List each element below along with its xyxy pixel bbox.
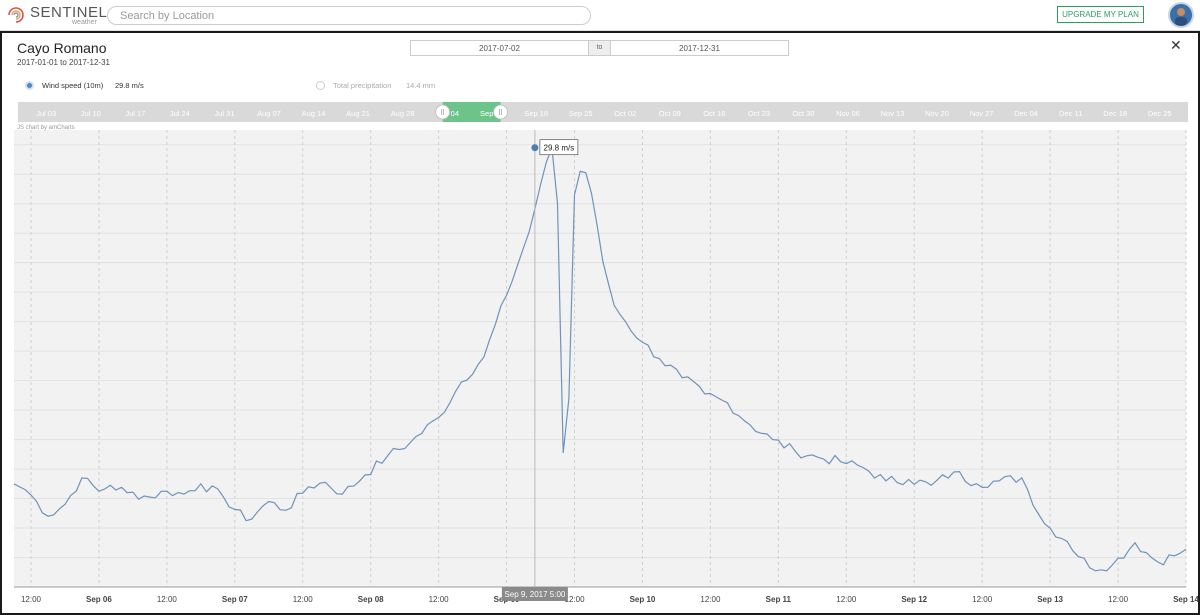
scrollbar-track[interactable] — [18, 102, 1188, 122]
search-input[interactable] — [107, 6, 591, 25]
cursor-date-text: Sep 9, 2017 5:00 — [504, 590, 565, 599]
scrollbar-label: Oct 16 — [703, 109, 725, 118]
logo-subtext: weather — [72, 19, 97, 26]
legend-wind-speed[interactable]: Wind speed (10m) 29.8 m/s — [25, 80, 155, 92]
scrollbar-label: Oct 30 — [792, 109, 814, 118]
scrollbar-label: Oct 02 — [614, 109, 636, 118]
x-tick-label: 12:00 — [700, 595, 721, 604]
cursor-date-box — [501, 587, 568, 601]
start-date-input[interactable] — [410, 40, 589, 56]
scrollbar-label: Aug 14 — [302, 109, 326, 118]
logo-text: SENTINEL — [30, 4, 108, 21]
legend-total-precipitation[interactable]: Total precipitation 14.4 mm — [316, 80, 456, 92]
plot-area: 12:00 Sep 06 12:00 Sep 07 12:00 Sep 08 12:00 Se… — [13, 130, 1199, 604]
plot-background — [14, 130, 1186, 587]
chart-credit: JS chart by amCharts — [17, 125, 75, 131]
scrollbar-left-handle[interactable] — [435, 104, 451, 120]
scrollbar-label: Dec 04 — [1014, 109, 1038, 118]
scrollbar-label: Jul 10 — [81, 109, 101, 118]
location-date-range: 2017-01-01 to 2017-12-31 — [17, 58, 110, 67]
location-title: Cayo Romano — [17, 40, 107, 56]
scrollbar-label: Dec 11 — [1059, 109, 1082, 118]
chart-scrollbar[interactable]: Jul 03 Jul 10 Jul 17 Jul 24 Jul 31 Aug 07 Aug … — [18, 102, 1188, 122]
x-tick-label: Sep 14 — [1173, 595, 1199, 604]
end-date-input[interactable] — [610, 40, 789, 56]
scrollbar-label: Sep 11 — [480, 109, 503, 118]
swirl-logo-icon — [8, 7, 24, 23]
x-tick-label: Sep 07 — [222, 595, 248, 604]
hover-point[interactable] — [531, 144, 539, 152]
scrollbar-label: Nov 27 — [970, 109, 994, 118]
legend-precip-label: Total precipitation — [333, 81, 392, 90]
x-tick-label: 12:00 — [293, 595, 314, 604]
x-tick-label: 12:00 — [1108, 595, 1129, 604]
tooltip-box — [539, 139, 579, 156]
legend-precip-value: 14.4 mm — [406, 81, 436, 90]
upgrade-plan-button[interactable]: UPGRADE MY PLAN — [1057, 6, 1144, 23]
scrollbar-label: Jul 17 — [125, 109, 145, 118]
tooltip-value: 29.8 m/s — [544, 144, 575, 153]
scrollbar-label: Sep 25 — [569, 109, 593, 118]
scrollbar-label: Jul 31 — [214, 109, 234, 118]
legend-wind-label: Wind speed (10m) — [42, 81, 104, 90]
legend-dot-precip — [316, 81, 325, 90]
scrollbar-selection[interactable] — [442, 102, 501, 122]
sentinel-logo[interactable]: SENTINEL weather — [6, 2, 107, 28]
x-tick-label: 12:00 — [429, 595, 450, 604]
wind-speed-line[interactable] — [13, 147, 1187, 572]
legend-wind-value: 29.8 m/s — [115, 81, 144, 90]
top-bar: SENTINEL weather UPGRADE MY PLAN — [0, 0, 1200, 31]
x-tick-label: 12:00 — [157, 595, 178, 604]
scrollbar-label: Aug 28 — [391, 109, 415, 118]
close-icon[interactable]: ✕ — [1170, 37, 1182, 53]
x-tick-label: Sep 10 — [630, 595, 656, 604]
scrollbar-label: Jul 24 — [170, 109, 190, 118]
scrollbar-label: Nov 20 — [925, 109, 949, 118]
x-tick-label: 12:00 — [836, 595, 857, 604]
scrollbar-label: Dec 18 — [1103, 109, 1127, 118]
value-tooltip: 29.8 m/s — [539, 139, 579, 156]
x-tick-label: 12:00 — [21, 595, 42, 604]
scrollbar-right-handle[interactable] — [493, 104, 508, 120]
avatar[interactable] — [1168, 2, 1194, 28]
x-tick-label: Sep 11 — [766, 595, 792, 604]
legend-dot-wind — [25, 81, 34, 90]
scrollbar-label: Dec 25 — [1148, 109, 1172, 118]
scrollbar-label: Aug 07 — [257, 109, 281, 118]
x-tick-label: 12:00 — [972, 595, 993, 604]
scrollbar-label: Oct 23 — [748, 109, 770, 118]
x-tick-label: Sep 06 — [86, 595, 112, 604]
x-tick-label: 12:00 — [565, 595, 586, 604]
scrollbar-label: Nov 13 — [881, 109, 905, 118]
user-avatar-icon — [1175, 8, 1187, 26]
cursor-date-label: Sep 9, 2017 5:00 — [501, 587, 568, 601]
scrollbar-label: Oct 09 — [659, 109, 681, 118]
x-tick-label: Sep 12 — [901, 595, 927, 604]
date-to-label: to — [589, 40, 610, 56]
scrollbar-label: Nov 06 — [836, 109, 860, 118]
scrollbar-label: Jul 03 — [36, 109, 56, 118]
scrollbar-label: Aug 21 — [346, 109, 370, 118]
scrollbar-label: Sep 18 — [524, 109, 548, 118]
x-tick-label: Sep 13 — [1037, 595, 1063, 604]
x-tick-label: Sep 08 — [358, 595, 384, 604]
